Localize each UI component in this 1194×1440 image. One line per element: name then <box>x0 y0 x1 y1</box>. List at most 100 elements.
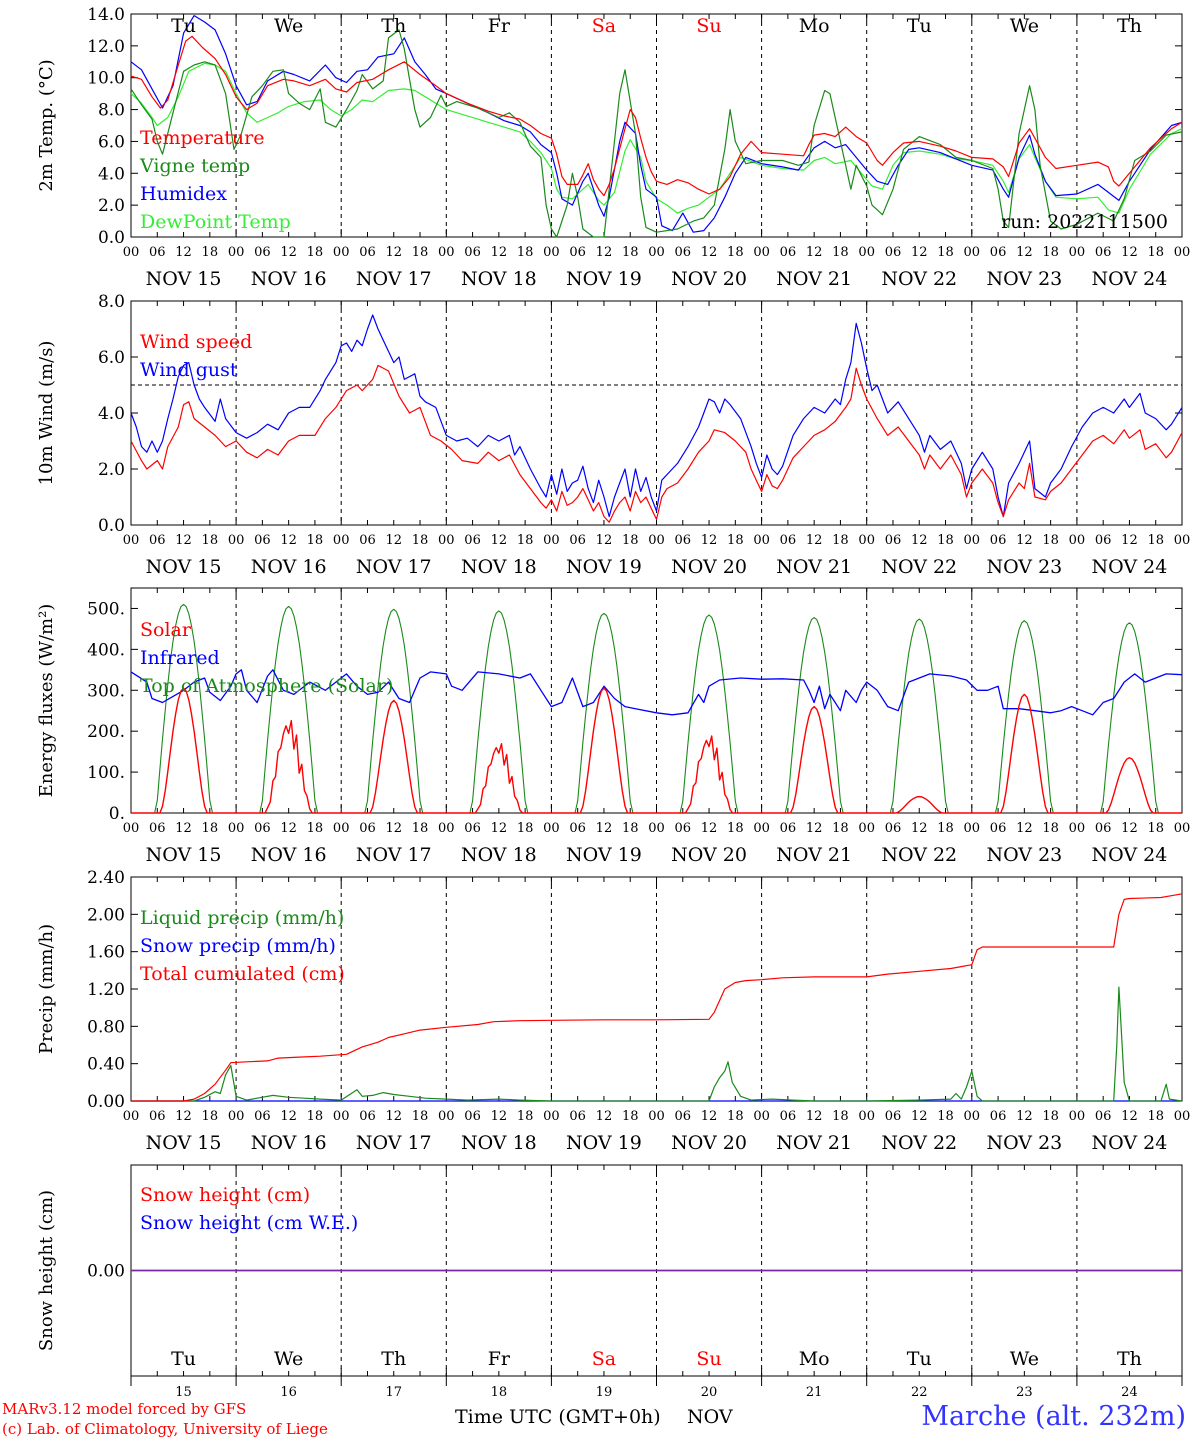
hour-label: 12 <box>385 533 402 548</box>
hour-label: 06 <box>254 533 271 548</box>
day-number-label: 20 <box>701 1385 718 1400</box>
hour-label: 18 <box>1147 245 1164 260</box>
hour-label: 18 <box>937 533 954 548</box>
hour-label: 06 <box>1095 245 1112 260</box>
hour-label: 12 <box>596 245 613 260</box>
weekday-label: Su <box>696 15 721 37</box>
hour-label: 00 <box>964 1109 981 1124</box>
hour-label: 12 <box>701 533 718 548</box>
hour-label: 06 <box>990 245 1007 260</box>
hour-label: 00 <box>1174 1109 1191 1124</box>
hour-label: 00 <box>858 821 875 836</box>
y-tick-label: 0.00 <box>87 1262 125 1282</box>
y-tick-label: 0.00 <box>87 1092 125 1112</box>
hour-label: 12 <box>491 245 508 260</box>
hour-label: 18 <box>412 821 429 836</box>
hour-label: 12 <box>1016 533 1033 548</box>
date-label: NOV 17 <box>356 268 432 290</box>
hour-label: 06 <box>359 533 376 548</box>
weekday-label: We <box>1010 15 1039 37</box>
legend-entry: DewPoint Temp <box>140 211 291 233</box>
hour-label: 06 <box>464 821 481 836</box>
hour-label: 06 <box>675 1109 692 1124</box>
hour-label: 00 <box>228 533 245 548</box>
hour-label: 06 <box>149 533 166 548</box>
y-axis-label: Snow height (cm) <box>36 1190 57 1351</box>
hour-label: 12 <box>280 245 297 260</box>
y-tick-label: 400. <box>87 640 125 660</box>
weekday-label: Th <box>1117 1348 1142 1370</box>
hour-label: 18 <box>832 1109 849 1124</box>
date-label: NOV 18 <box>461 844 537 866</box>
temperature-line <box>130 29 1183 238</box>
date-label: NOV 24 <box>1092 1132 1168 1154</box>
hour-label: 00 <box>123 533 140 548</box>
date-label: NOV 19 <box>566 844 642 866</box>
hour-label: 18 <box>517 533 534 548</box>
hour-label: 00 <box>228 245 245 260</box>
y-tick-label: 0.0 <box>98 516 125 536</box>
date-label: NOV 24 <box>1092 268 1168 290</box>
y-tick-label: 2.40 <box>87 868 125 888</box>
hour-label: 18 <box>202 1109 219 1124</box>
hour-label: 12 <box>1121 1109 1138 1124</box>
y-axis-label: 10m Wind (m/s) <box>36 341 57 486</box>
hour-label: 00 <box>438 533 455 548</box>
legend-entry: Top of Atmosphere (Solar) <box>140 675 393 697</box>
hour-label: 18 <box>517 245 534 260</box>
hour-label: 12 <box>1016 1109 1033 1124</box>
hour-label: 00 <box>438 821 455 836</box>
y-tick-label: 2.00 <box>87 905 125 925</box>
hour-label: 18 <box>307 1109 324 1124</box>
time-axis-label: Time UTC (GMT+0h) <box>455 1406 661 1428</box>
date-label: NOV 16 <box>251 844 327 866</box>
hour-label: 06 <box>254 821 271 836</box>
y-tick-label: 300. <box>87 681 125 701</box>
hour-label: 00 <box>858 1109 875 1124</box>
y-tick-label: 0. <box>109 804 125 824</box>
hour-label: 18 <box>1042 821 1059 836</box>
hour-label: 06 <box>1095 533 1112 548</box>
y-axis-label: Energy fluxes (W/m²) <box>36 604 57 798</box>
date-label: NOV 19 <box>566 556 642 578</box>
hour-label: 18 <box>832 245 849 260</box>
date-label: NOV 15 <box>146 268 222 290</box>
day-number-label: 21 <box>806 1385 823 1400</box>
hour-label: 00 <box>1069 533 1086 548</box>
temperature-line <box>130 15 1183 233</box>
hour-label: 18 <box>1042 245 1059 260</box>
hour-label: 12 <box>1121 245 1138 260</box>
legend-entry: Total cumulated (cm) <box>140 963 345 985</box>
date-label: NOV 17 <box>356 556 432 578</box>
model-credit: MARv3.12 model forced by GFS <box>2 1400 247 1418</box>
hour-label: 00 <box>1069 1109 1086 1124</box>
y-tick-label: 12.0 <box>87 37 125 57</box>
hour-label: 06 <box>1095 821 1112 836</box>
weekday-label: Tu <box>171 1348 196 1370</box>
date-label: NOV 16 <box>251 556 327 578</box>
legend-entry: Humidex <box>140 183 227 205</box>
date-label: NOV 23 <box>986 844 1062 866</box>
hour-label: 12 <box>911 821 928 836</box>
legend-entry: Snow precip (mm/h) <box>140 935 336 957</box>
legend-entry: Vigne temp <box>139 155 250 177</box>
y-tick-label: 0.0 <box>98 228 125 248</box>
legend-entry: Wind gust <box>140 359 238 381</box>
legend-entry: Snow height (cm) <box>140 1184 310 1206</box>
hour-label: 06 <box>780 245 797 260</box>
date-label: NOV 18 <box>461 268 537 290</box>
hour-label: 06 <box>569 533 586 548</box>
hour-label: 18 <box>622 533 639 548</box>
hour-label: 00 <box>543 533 560 548</box>
y-tick-label: 4.0 <box>98 164 125 184</box>
hour-label: 00 <box>648 1109 665 1124</box>
hour-label: 12 <box>806 821 823 836</box>
weekday-label: We <box>274 15 303 37</box>
hour-label: 00 <box>858 245 875 260</box>
hour-label: 00 <box>438 245 455 260</box>
hour-label: 06 <box>464 533 481 548</box>
y-tick-label: 8.0 <box>98 101 125 121</box>
hour-label: 06 <box>569 1109 586 1124</box>
day-number-label: 24 <box>1121 1385 1138 1400</box>
